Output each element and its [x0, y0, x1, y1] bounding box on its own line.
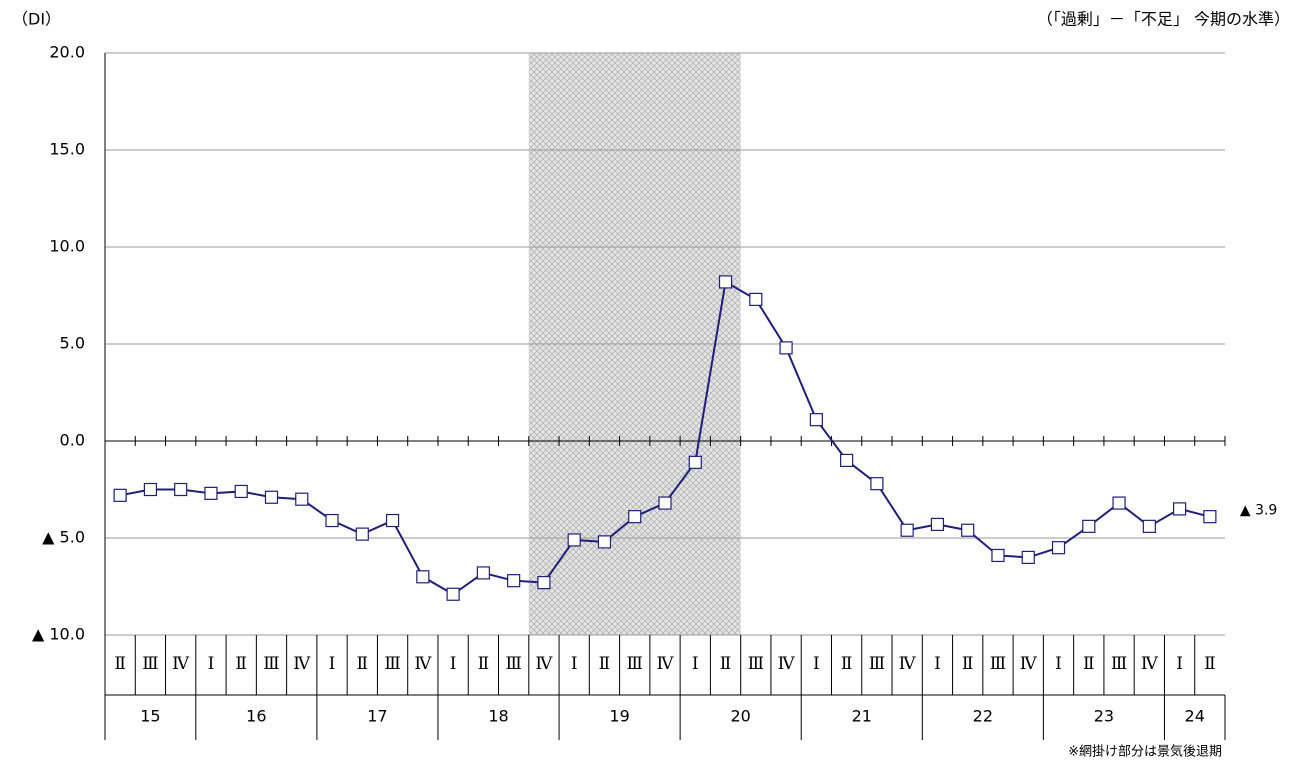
- x-tick-label: Ⅳ: [1020, 654, 1038, 673]
- year-label: 19: [609, 707, 629, 726]
- data-point: [325, 513, 339, 528]
- x-tick-label: Ⅱ: [720, 654, 732, 673]
- x-tick-label: Ⅱ: [1083, 654, 1095, 673]
- data-point: [991, 548, 1005, 563]
- x-tick-label: Ⅱ: [357, 654, 369, 673]
- x-tick-label: Ⅱ: [478, 654, 490, 673]
- y-tick-label: 15.0: [49, 140, 85, 159]
- year-label: 22: [973, 707, 993, 726]
- note: ※網掛け部分は景気後退期: [1068, 744, 1222, 760]
- data-label: ▲ 3.9: [1240, 503, 1277, 519]
- x-tick-label: Ⅲ: [748, 654, 764, 673]
- data-point: [1112, 496, 1126, 510]
- x-tick-label: Ⅱ: [235, 654, 247, 673]
- x-tick-label: Ⅱ: [114, 654, 126, 673]
- x-tick-label: Ⅰ: [208, 654, 215, 673]
- year-label: 23: [1094, 707, 1114, 726]
- y-tick-label: 0.0: [60, 431, 85, 450]
- data-point: [113, 488, 127, 502]
- x-tick-label: Ⅰ: [1055, 654, 1062, 673]
- subtitle: （「過剰」－「不足」 今期の水準）: [1037, 10, 1290, 29]
- y-tick-label: 20.0: [49, 43, 85, 62]
- data-point: [143, 482, 158, 497]
- data-point: [537, 576, 551, 590]
- data-point: [507, 574, 521, 588]
- x-tick-label: Ⅲ: [142, 654, 158, 673]
- x-tick-label: Ⅱ: [962, 654, 974, 673]
- x-tick-label: Ⅳ: [172, 654, 190, 673]
- x-tick-label: Ⅰ: [1176, 654, 1183, 673]
- data-point: [597, 535, 612, 549]
- data-point: [749, 292, 763, 306]
- data-point: [779, 341, 793, 355]
- data-point: [688, 455, 702, 469]
- x-tick-label: Ⅰ: [571, 654, 578, 673]
- year-label: 16: [246, 707, 266, 726]
- data-point: [900, 523, 914, 537]
- data-point: [961, 523, 975, 537]
- data-point: [658, 496, 672, 510]
- data-point: [476, 566, 490, 580]
- x-tick-label: Ⅲ: [869, 654, 885, 673]
- year-label: 21: [852, 707, 872, 726]
- data-point: [1172, 502, 1187, 516]
- data-point: [1142, 519, 1156, 533]
- data-point: [870, 477, 884, 491]
- data-point: [1021, 550, 1035, 565]
- x-tick-label: Ⅲ: [263, 654, 279, 673]
- x-tick-label: Ⅳ: [293, 654, 311, 673]
- data-point: [567, 533, 581, 547]
- data-point: [1082, 519, 1096, 533]
- year-label: 18: [488, 707, 508, 726]
- x-tick-label: Ⅳ: [899, 654, 917, 673]
- x-tick-label: Ⅰ: [934, 654, 941, 673]
- data-point: [1203, 510, 1217, 524]
- y-tick-label: ▲ 10.0: [32, 625, 85, 644]
- x-tick-label: Ⅰ: [692, 654, 699, 673]
- x-tick-label: Ⅰ: [450, 654, 457, 673]
- x-tick-label: Ⅲ: [1111, 654, 1127, 673]
- data-point: [174, 482, 188, 497]
- x-tick-label: Ⅱ: [1204, 654, 1216, 673]
- y-tick-label: ▲ 5.0: [42, 528, 85, 547]
- data-point: [295, 492, 309, 506]
- year-label: 24: [1185, 707, 1205, 726]
- data-point: [385, 513, 400, 528]
- unit-label: （DI）: [12, 10, 61, 29]
- data-point: [628, 510, 642, 524]
- data-point: [718, 275, 733, 289]
- data-point: [1051, 541, 1066, 555]
- x-tick-label: Ⅲ: [990, 654, 1006, 673]
- y-tick-label: 10.0: [49, 237, 85, 256]
- x-tick-label: Ⅰ: [329, 654, 336, 673]
- x-tick-label: Ⅲ: [384, 654, 400, 673]
- data-point: [809, 413, 823, 427]
- year-label: 17: [367, 707, 387, 726]
- data-point: [264, 490, 279, 504]
- x-tick-label: Ⅲ: [627, 654, 643, 673]
- year-label: 15: [140, 707, 160, 726]
- y-tick-label: 5.0: [60, 334, 85, 353]
- x-tick-label: Ⅳ: [657, 654, 675, 673]
- data-point: [204, 486, 218, 500]
- year-label: 20: [730, 707, 750, 726]
- data-point: [355, 527, 369, 541]
- x-tick-label: Ⅳ: [535, 654, 553, 673]
- data-point: [840, 453, 854, 467]
- data-point: [446, 587, 460, 601]
- x-tick-label: Ⅳ: [414, 654, 432, 673]
- data-point: [234, 484, 248, 499]
- x-tick-label: Ⅰ: [813, 654, 820, 673]
- data-point: [416, 570, 430, 584]
- x-tick-label: Ⅲ: [505, 654, 521, 673]
- x-tick-label: Ⅳ: [778, 654, 796, 673]
- x-tick-label: Ⅱ: [841, 654, 853, 673]
- x-tick-label: Ⅱ: [599, 654, 611, 673]
- x-tick-label: Ⅳ: [1141, 654, 1159, 673]
- data-point: [930, 517, 945, 532]
